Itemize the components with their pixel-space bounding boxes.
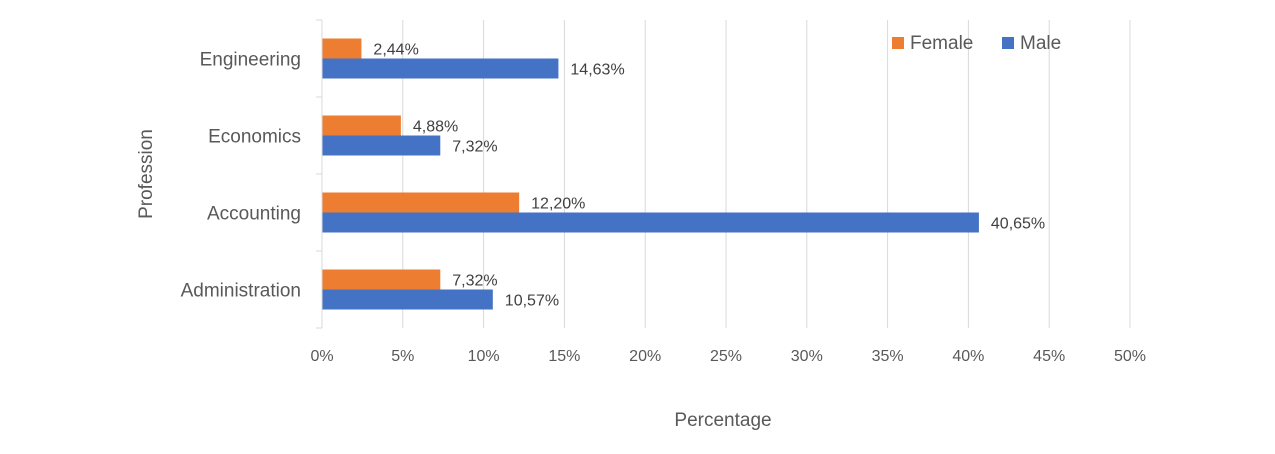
x-tick-label: 20% (629, 348, 661, 365)
x-tick-label: 0% (310, 348, 333, 365)
data-label: 4,88% (413, 119, 458, 136)
x-tick-label: 45% (1033, 348, 1065, 365)
category-label: Economics (208, 127, 301, 148)
bar-female (322, 269, 441, 290)
x-tick-label: 25% (710, 348, 742, 365)
x-tick-label: 40% (952, 348, 984, 365)
data-label: 10,57% (505, 293, 559, 310)
y-axis: Engineering Economics Accounting Administra… (181, 19, 323, 329)
category-label: Administration (181, 281, 301, 302)
data-labels: 2,44% 14,63% 4,88% 7,32% 12,20% 40,65% 7,32% 10… (373, 42, 1045, 310)
x-tick-label: 15% (548, 348, 580, 365)
legend-label-male: Male (1020, 33, 1061, 54)
x-tick-label: 50% (1114, 348, 1146, 365)
category-label: Accounting (207, 204, 301, 225)
bar-male (322, 58, 559, 79)
data-label: 14,63% (570, 62, 624, 79)
data-label: 7,32% (452, 273, 497, 290)
legend: Female Male (892, 33, 1061, 54)
x-tick-label: 5% (391, 348, 414, 365)
data-label: 7,32% (452, 139, 497, 156)
y-axis-title: Profession (136, 129, 157, 219)
x-tick-label: 30% (791, 348, 823, 365)
data-label: 12,20% (531, 196, 585, 213)
bar-male (322, 212, 979, 233)
category-label: Engineering (200, 50, 301, 71)
bar-female (322, 115, 401, 136)
legend-swatch-male (1002, 37, 1014, 49)
x-axis-title: Percentage (674, 410, 771, 431)
x-tick-label: 35% (872, 348, 904, 365)
legend-label-female: Female (910, 33, 973, 54)
bar-female (322, 38, 362, 59)
x-tick-label: 10% (468, 348, 500, 365)
bar-male (322, 135, 441, 156)
x-axis-ticks: 0% 5% 10% 15% 20% 25% 30% 35% 40% 45% 50% (310, 348, 1146, 365)
data-label: 2,44% (373, 42, 418, 59)
bars (322, 38, 979, 310)
data-label: 40,65% (991, 216, 1045, 233)
legend-swatch-female (892, 37, 904, 49)
bar-male (322, 289, 493, 310)
bar-female (322, 192, 520, 213)
